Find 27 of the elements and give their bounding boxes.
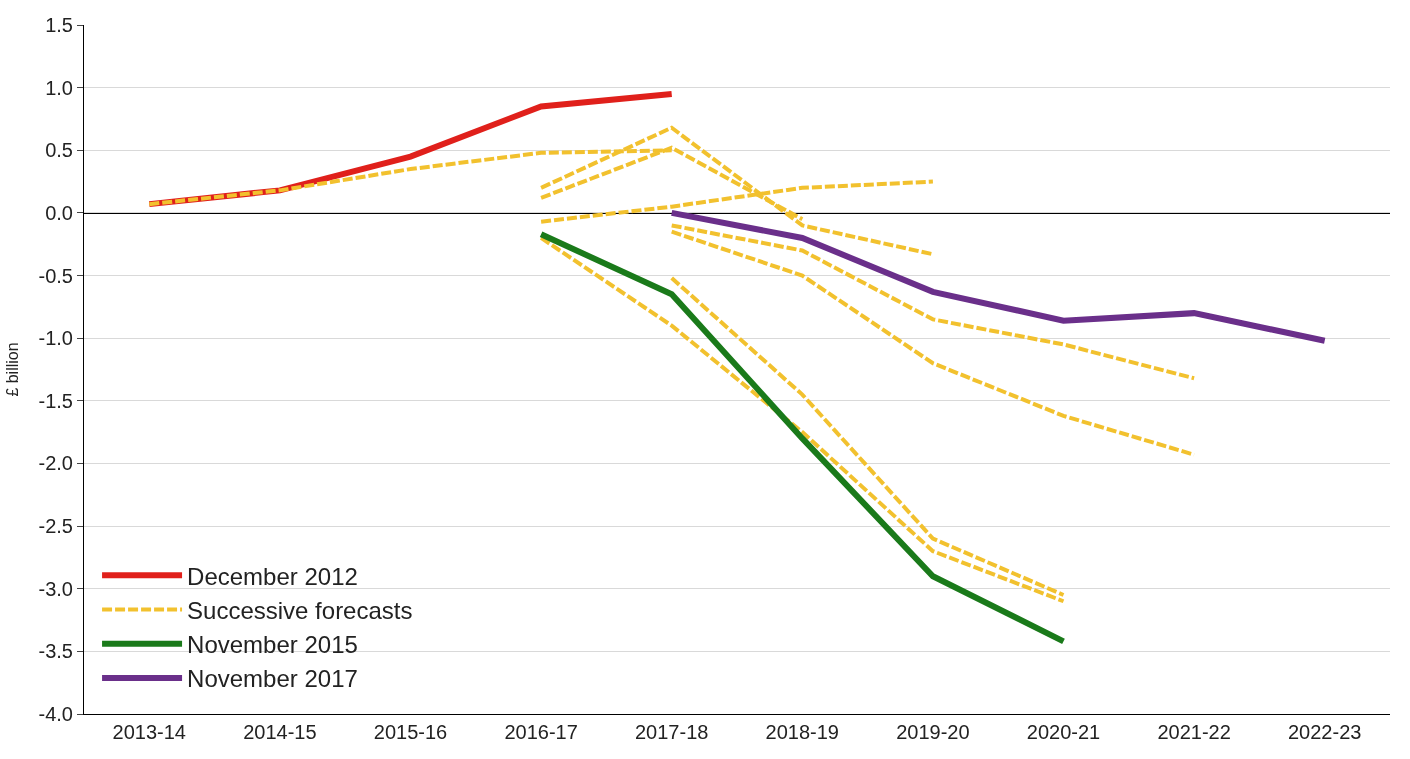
y-tick-label: -1.0 [38, 327, 73, 350]
y-axis-title: £ billion [4, 342, 22, 397]
y-tick-label: 0.5 [45, 139, 73, 162]
x-tick-label: 2015-16 [373, 721, 448, 743]
x-tick-label: 2021-22 [1157, 721, 1231, 743]
legend-label: November 2015 [187, 631, 358, 659]
y-tick-label: -4.0 [38, 703, 73, 725]
legend-label: November 2017 [187, 665, 358, 693]
legend-label: Successive forecasts [187, 596, 413, 624]
x-tick-label: 2014-15 [243, 721, 317, 743]
y-tick-label: 1.0 [45, 76, 73, 99]
y-tick-label: -3.0 [38, 577, 73, 600]
x-tick-label: 2016-17 [504, 721, 578, 743]
y-tick-label: 1.5 [45, 14, 73, 36]
x-tick-label: 2017-18 [635, 721, 709, 743]
y-tick-label: 0.0 [45, 201, 73, 224]
x-tick-label: 2019-20 [896, 721, 970, 743]
y-tick-label: -2.0 [38, 452, 73, 475]
x-tick-label: 2013-14 [112, 721, 186, 743]
x-tick-label: 2022-23 [1288, 721, 1362, 743]
y-tick-label: -2.5 [38, 515, 73, 538]
y-tick-label: -0.5 [38, 264, 73, 287]
x-tick-label: 2018-19 [765, 721, 839, 743]
x-tick-label: 2020-21 [1026, 721, 1101, 743]
y-tick-label: -1.5 [38, 389, 73, 412]
y-tick-label: -3.5 [38, 640, 73, 663]
legend-label: December 2012 [187, 562, 358, 590]
